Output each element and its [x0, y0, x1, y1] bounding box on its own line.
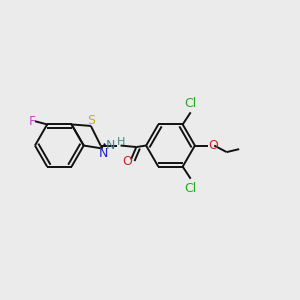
Text: Cl: Cl: [184, 97, 196, 110]
Text: S: S: [87, 114, 95, 127]
Text: N: N: [106, 139, 116, 152]
Text: H: H: [117, 137, 126, 147]
Text: N: N: [99, 147, 108, 161]
Text: O: O: [208, 139, 218, 152]
Text: O: O: [122, 155, 132, 168]
Text: F: F: [28, 115, 36, 128]
Text: Cl: Cl: [184, 182, 196, 194]
